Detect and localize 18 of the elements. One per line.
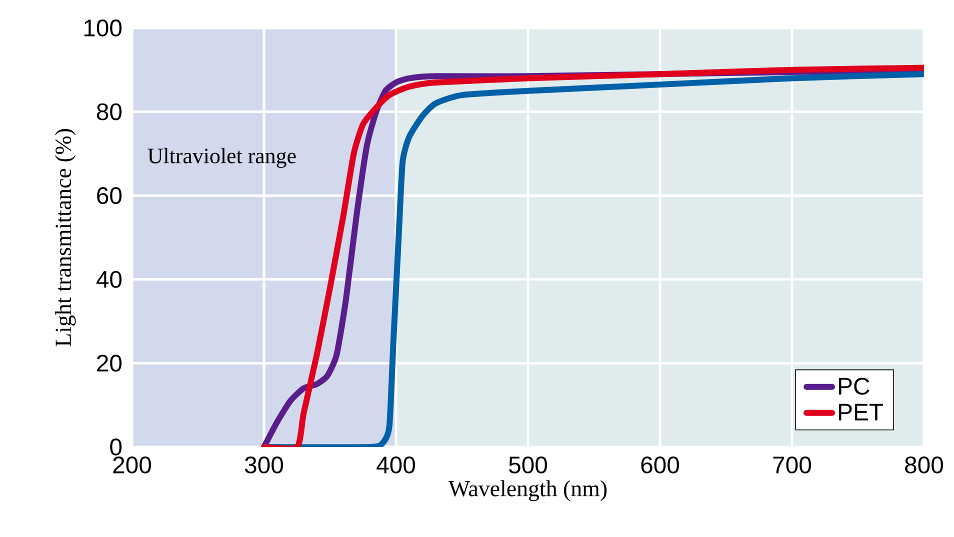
x-axis-title: Wavelength (nm) <box>448 480 607 502</box>
x-tick-label: 200 <box>113 456 151 474</box>
y-tick-label: 0 <box>110 438 122 456</box>
legend-label: PC <box>839 378 870 395</box>
y-tick-label: 20 <box>97 354 122 372</box>
x-tick-label: 300 <box>244 456 283 474</box>
legend-label: PET <box>839 404 883 420</box>
y-axis-title: Light transmittance (%) <box>54 129 76 346</box>
band-label: Ultraviolet range <box>148 148 296 168</box>
y-tick-label: 40 <box>96 270 122 288</box>
x-tick-label: 600 <box>641 456 680 474</box>
x-tick-label: 400 <box>376 456 416 474</box>
y-tick-label: 60 <box>97 187 122 204</box>
x-tick-label: 500 <box>509 456 548 474</box>
y-tick-label: 80 <box>96 103 122 120</box>
y-tick-label: 100 <box>84 20 122 36</box>
x-tick-label: 800 <box>905 456 944 474</box>
x-tick-label: 700 <box>773 456 812 474</box>
